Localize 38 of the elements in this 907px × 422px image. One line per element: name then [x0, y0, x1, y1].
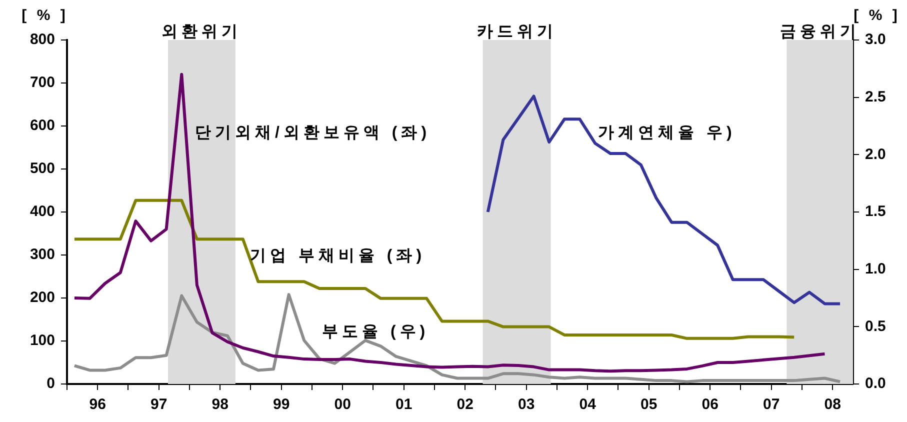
y-tick-label: 800 — [30, 31, 55, 48]
series-label: 부도율 (우) — [322, 323, 430, 340]
y2-tick-label: 2.0 — [865, 146, 886, 163]
y-tick-label: 400 — [30, 203, 55, 220]
series-label: 기업 부채비율 (좌) — [250, 247, 426, 264]
y2-tick-label: 1.0 — [865, 260, 886, 278]
series-label: 가계연체율 우) — [598, 124, 736, 142]
y-tick-label: 500 — [30, 160, 55, 178]
band-label: 금융위기 — [780, 23, 860, 40]
band-label: 카드위기 — [476, 23, 557, 40]
y-tick-label: 600 — [30, 117, 55, 134]
x-tick-label: 97 — [150, 396, 168, 414]
x-tick-label: 08 — [824, 396, 841, 414]
series-label: 단기외채/외환보유액 (좌) — [195, 124, 431, 142]
y2-tick-label: 2.5 — [865, 88, 886, 106]
y2-tick-label: 1.5 — [865, 203, 886, 220]
y-tick-label: 700 — [30, 74, 55, 92]
x-tick-label: 07 — [762, 396, 780, 414]
x-tick-label: 06 — [702, 396, 718, 414]
y-tick-label: 200 — [30, 289, 55, 306]
x-tick-label: 05 — [640, 396, 658, 414]
x-tick-label: 02 — [456, 396, 474, 414]
y2-tick-label: 3.0 — [865, 31, 886, 48]
y2-axis-title: [ % ] — [854, 7, 900, 24]
x-tick-label: 04 — [579, 396, 597, 414]
y-tick-label: 300 — [30, 246, 55, 264]
band-label: 외환위기 — [162, 23, 242, 40]
x-tick-label: 98 — [212, 396, 228, 414]
y-tick-label: 0 — [46, 375, 55, 392]
y2-tick-label: 0.5 — [865, 318, 886, 335]
x-tick-label: 01 — [396, 396, 412, 414]
y2-tick-label: 0.0 — [865, 375, 886, 392]
y-axis-title: [ % ] — [22, 7, 68, 24]
x-tick-label: 96 — [89, 396, 106, 414]
x-tick-label: 00 — [334, 396, 351, 414]
x-tick-label: 99 — [273, 396, 290, 414]
x-tick-label: 03 — [518, 396, 535, 414]
y-tick-label: 100 — [30, 332, 55, 350]
